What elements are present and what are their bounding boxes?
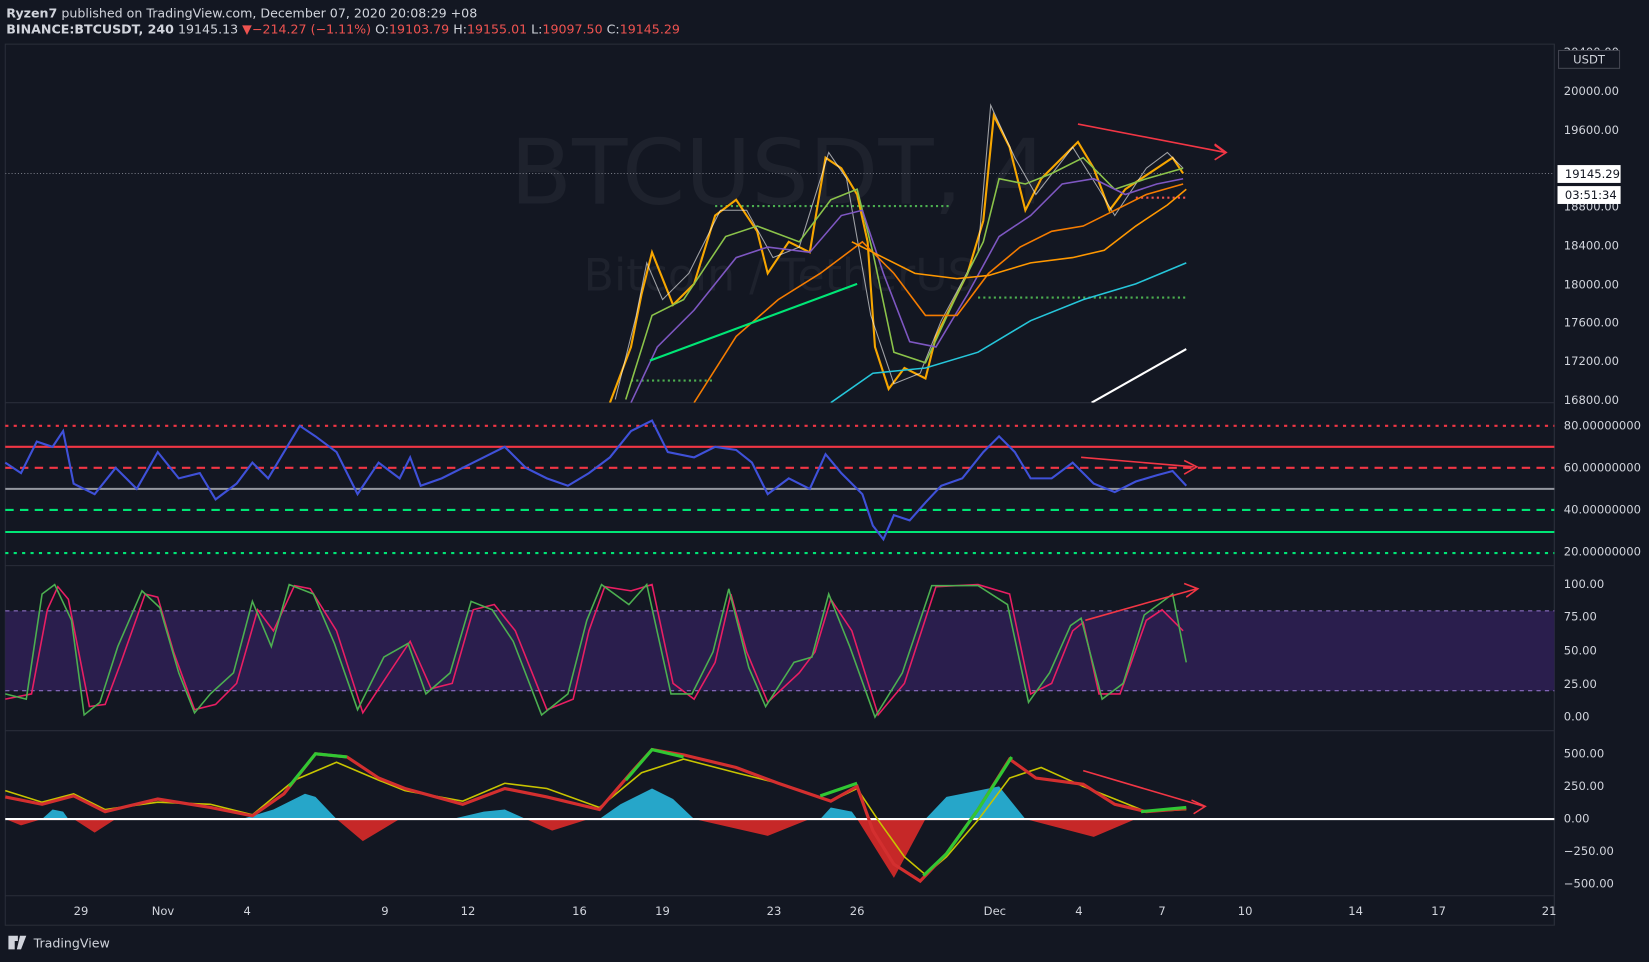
axis-label: 0.00	[1564, 812, 1590, 826]
time-label: 26	[850, 904, 865, 918]
axis-label: 20.00000000	[1564, 544, 1641, 558]
watermark-name: Bitcoin / TetherUS	[584, 251, 976, 302]
time-label: 7	[1158, 904, 1165, 918]
ma-fast	[624, 156, 1184, 400]
arrow-head	[1214, 143, 1228, 161]
macd-rising	[287, 747, 1187, 877]
time-label: 4	[1075, 904, 1082, 918]
axis-label: 19600.00	[1564, 123, 1619, 137]
axis-label: 20000.00	[1564, 84, 1619, 98]
axis-label: 25.00	[1564, 677, 1597, 691]
ma-slow	[693, 183, 1184, 403]
axis-label: 250.00	[1564, 779, 1604, 793]
brand-logo	[8, 935, 27, 950]
rsi-levels	[5, 424, 1555, 555]
macd-histogram	[5, 786, 1136, 878]
axis-label: 0.00	[1564, 710, 1590, 724]
axis-label: 17200.00	[1564, 354, 1619, 368]
price-pane	[5, 103, 1555, 403]
time-label: 10	[1238, 904, 1253, 918]
ma-200	[830, 262, 1187, 403]
time-label: 19	[655, 904, 670, 918]
axis-label: −500.00	[1564, 877, 1614, 891]
time-label: 4	[243, 904, 250, 918]
stoch-d	[5, 582, 1188, 719]
stoch-band	[5, 610, 1555, 691]
axis-label: 18400.00	[1564, 239, 1619, 253]
rsi-line	[4, 419, 1188, 542]
time-label: 23	[767, 904, 782, 918]
axes: 20400.0020000.0019600.0018800.0018400.00…	[74, 45, 1641, 918]
axis-label: 16800.00	[1564, 393, 1619, 407]
time-label: 9	[381, 904, 388, 918]
axis-label: 80.00000000	[1564, 418, 1641, 432]
axis-label: 60.00000000	[1564, 460, 1641, 474]
axis-label: 75.00	[1564, 610, 1597, 624]
currency-label: USDT	[1573, 52, 1606, 66]
pane-borders	[5, 44, 1555, 926]
candle-wicks	[614, 103, 1184, 400]
time-label: 21	[1542, 904, 1557, 918]
axis-label: 40.00000000	[1564, 502, 1641, 516]
axis-label: 18000.00	[1564, 277, 1619, 291]
time-label: 12	[461, 904, 476, 918]
countdown-tag	[1557, 186, 1621, 204]
rsi-divergence	[1081, 456, 1199, 475]
brand-name: TradingView	[33, 936, 110, 951]
axis-label: 50.00	[1564, 643, 1597, 657]
countdown-label: 03:51:34	[1565, 188, 1617, 202]
price-tag-label: 19145.29	[1565, 167, 1620, 181]
header-line: Ryzen7 published on TradingView.com, Dec…	[6, 5, 477, 20]
axis-label: 17600.00	[1564, 315, 1619, 329]
time-label: 17	[1431, 904, 1446, 918]
trendline-support	[649, 282, 858, 362]
time-label: 14	[1348, 904, 1363, 918]
ma-long	[851, 188, 1187, 280]
time-label: 29	[74, 904, 89, 918]
symbol-line: BINANCE:BTCUSDT, 240 19145.13 ▼−214.27 (…	[6, 21, 680, 36]
price-tag	[1557, 165, 1621, 183]
axis-label: 100.00	[1564, 577, 1604, 591]
axis-label: 500.00	[1564, 746, 1604, 760]
levels	[630, 196, 1187, 382]
ma-mid	[630, 177, 1184, 403]
time-label: Dec	[984, 904, 1006, 918]
ma-extra	[1091, 348, 1187, 403]
axis-label: −250.00	[1564, 844, 1614, 858]
currency-box	[1558, 49, 1621, 69]
macd-divergence	[1082, 769, 1207, 815]
stoch-k	[5, 583, 1184, 717]
stoch-divergence	[1085, 582, 1200, 622]
time-label: Nov	[152, 904, 175, 918]
time-label: 16	[572, 904, 587, 918]
macd-signal	[5, 758, 1187, 876]
